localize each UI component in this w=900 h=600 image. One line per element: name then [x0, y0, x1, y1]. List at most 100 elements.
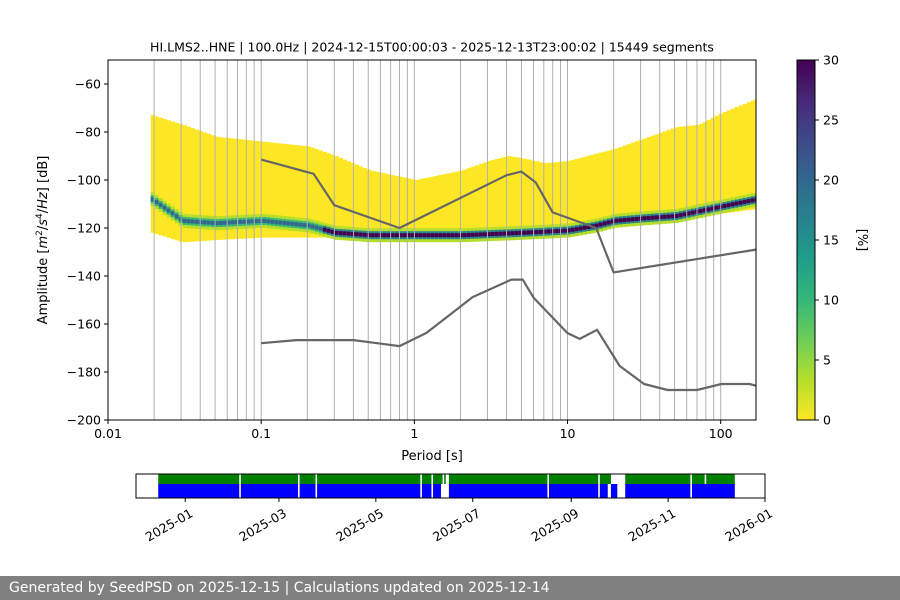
timeline-tick-label: 2025-07 [430, 505, 483, 544]
density-column [170, 121, 175, 240]
density-column [382, 173, 387, 238]
density-band-core [410, 233, 415, 238]
density-column [710, 117, 715, 214]
density-column [722, 111, 727, 214]
density-band-core [250, 219, 255, 224]
density-column [470, 166, 475, 235]
density-column [430, 176, 435, 237]
timeline-segment [548, 484, 599, 498]
density-band-core [518, 230, 523, 235]
density-column [374, 171, 379, 238]
density-band-core [326, 228, 331, 233]
density-band-core [566, 228, 571, 233]
timeline-segment [317, 474, 421, 484]
density-column [246, 140, 251, 239]
density-band-core [706, 207, 711, 212]
density-column [482, 162, 487, 234]
density-column [294, 145, 299, 238]
timeline-segment [625, 474, 691, 484]
density-band-core [474, 232, 479, 237]
timeline-segment [691, 484, 735, 498]
density-column [498, 157, 503, 233]
density-column [614, 148, 619, 221]
density-band-core [218, 221, 223, 226]
density-column [502, 156, 507, 233]
density-band-core [354, 232, 359, 237]
timeline-tick-label: 2025-11 [625, 505, 678, 544]
timeline-tick-label: 2025-09 [529, 505, 582, 544]
density-band-core [586, 224, 591, 229]
density-column [262, 141, 267, 238]
timeline-tick-label: 2025-05 [333, 505, 386, 544]
density-column [582, 156, 587, 227]
density-band-core [646, 215, 651, 220]
density-band-core [318, 226, 323, 231]
density-column [386, 174, 391, 238]
density-column [286, 144, 291, 238]
density-column [478, 163, 483, 234]
density-band-core [170, 211, 175, 216]
density-band-core [574, 227, 579, 232]
density-band-core [190, 219, 195, 224]
density-column [306, 146, 311, 238]
density-band-core [314, 225, 319, 230]
density-column [506, 156, 511, 233]
density-column [698, 123, 703, 214]
density-column [198, 131, 203, 242]
density-band-core [522, 230, 527, 235]
density-band-core [450, 233, 455, 238]
density-column [414, 179, 419, 238]
density-column [226, 138, 231, 240]
density-band-core [306, 223, 311, 228]
timeline-segment [448, 484, 548, 498]
density-column [622, 145, 627, 220]
density-column [214, 136, 219, 241]
density-band-core [402, 233, 407, 238]
colorbar-tick-label: 20 [823, 173, 839, 188]
density-band-core [282, 221, 287, 226]
series-line-1 [260, 158, 756, 274]
density-band-core [398, 233, 403, 238]
density-column [570, 159, 575, 228]
density-column [658, 132, 663, 219]
density-column [594, 153, 599, 226]
timeline-segment [433, 484, 441, 498]
density-column [474, 165, 479, 234]
density-band-core [274, 220, 279, 225]
density-band-core [726, 203, 731, 208]
timeline-segment [433, 474, 443, 484]
density-band-core [386, 233, 391, 238]
density-band-core [534, 230, 539, 235]
timeline-segment [299, 474, 316, 484]
density-band-core [698, 208, 703, 213]
density-band-core [422, 233, 427, 238]
density-column [370, 170, 375, 238]
density-band-core [382, 233, 387, 238]
density-band-core [418, 233, 423, 238]
timeline-segment [625, 484, 691, 498]
density-band-core [374, 233, 379, 238]
density-band-core [578, 226, 583, 231]
density-band-core [514, 231, 519, 236]
timeline-tick-label: 2025-01 [143, 505, 196, 544]
density-column [634, 141, 639, 219]
density-band-core [494, 231, 499, 236]
timeline-segment [317, 484, 421, 498]
colorbar-fill [796, 59, 816, 421]
density-band-core [182, 218, 187, 223]
density-band-core [754, 197, 756, 202]
density-column [154, 116, 159, 235]
density-band-core [498, 231, 503, 236]
timeline-segment [158, 484, 240, 498]
density-column [346, 161, 351, 238]
density-column [390, 175, 395, 238]
x-tick-label: 0.1 [251, 426, 271, 441]
density-band-core [490, 232, 495, 237]
density-band-core [502, 231, 507, 236]
density-column [254, 140, 259, 238]
density-band-core [338, 231, 343, 236]
density-band-core [742, 199, 747, 204]
density-column [310, 147, 315, 238]
density-column [606, 150, 611, 223]
timeline-bars [158, 474, 735, 498]
